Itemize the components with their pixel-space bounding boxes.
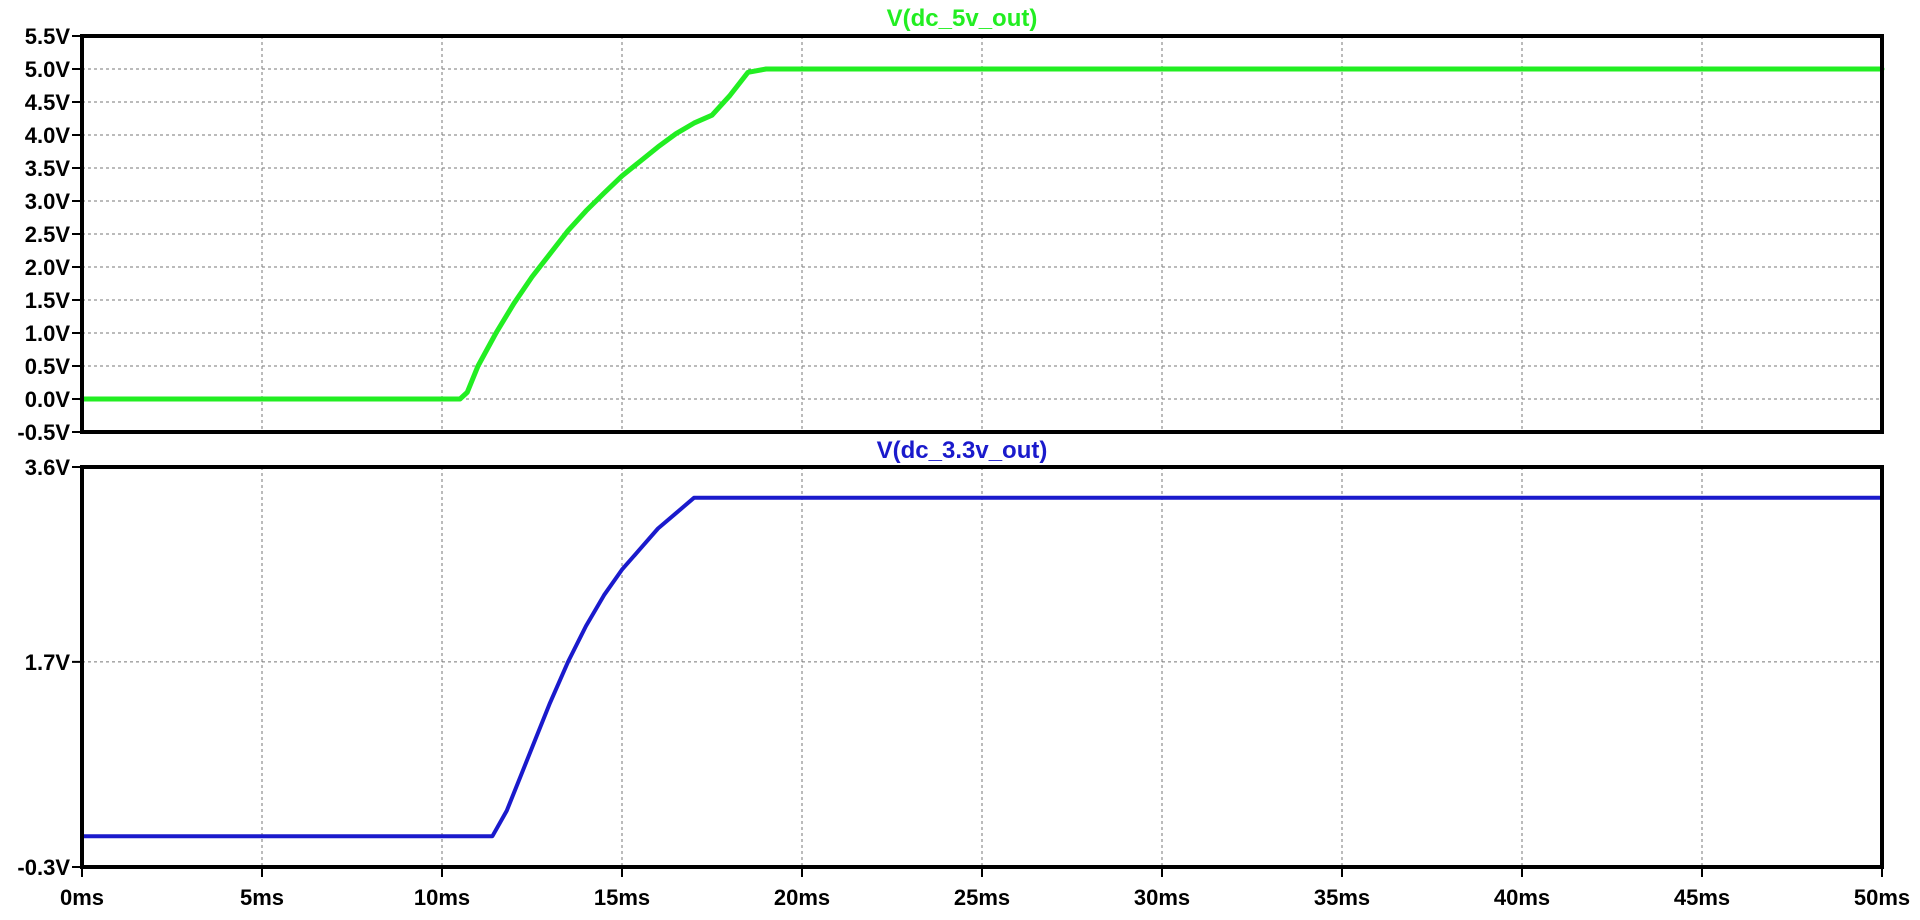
pane-3v3-output[interactable]: 3.6V 1.7V -0.3V 0ms 5ms 10ms 15ms 20ms 25ms 30ms… — [17, 437, 1910, 910]
y-tick-label: 2.0V — [25, 255, 71, 280]
y-tick-label: -0.3V — [17, 855, 70, 880]
y-tick-label: 5.0V — [25, 57, 71, 82]
y-tick-label: 1.7V — [25, 650, 71, 675]
x-tick-label: 45ms — [1674, 885, 1730, 910]
y-axis-ticks: 5.5V 5.0V 4.5V 4.0V 3.5V 3.0V 2.5V 2.0V 1.5V 1.0V… — [17, 24, 82, 445]
y-tick-label: 0.0V — [25, 387, 71, 412]
y-axis-ticks: 3.6V 1.7V -0.3V — [17, 455, 82, 880]
x-tick-label: 30ms — [1134, 885, 1190, 910]
pane-5v-output[interactable]: 5.5V 5.0V 4.5V 4.0V 3.5V 3.0V 2.5V 2.0V 1.5V 1.0V… — [17, 5, 1885, 445]
y-tick-label: 0.5V — [25, 354, 71, 379]
x-axis-ticks: 0ms 5ms 10ms 15ms 20ms 25ms 30ms 35ms 40ms 45ms 50… — [60, 867, 1910, 910]
y-tick-label: 5.5V — [25, 24, 71, 49]
trace-dc-3v3-out[interactable] — [80, 495, 1884, 839]
y-tick-label: 4.0V — [25, 123, 71, 148]
x-tick-label: 40ms — [1494, 885, 1550, 910]
y-tick-label: 4.5V — [25, 90, 71, 115]
trace-title-5v[interactable]: V(dc_5v_out) — [887, 5, 1038, 32]
x-tick-label: 5ms — [240, 885, 284, 910]
trace-title-3v3[interactable]: V(dc_3.3v_out) — [877, 437, 1048, 464]
x-tick-label: 10ms — [414, 885, 470, 910]
trace-dc-5v-out[interactable] — [79, 66, 1885, 402]
y-tick-label: -0.5V — [17, 420, 70, 445]
y-tick-label: 3.5V — [25, 156, 71, 181]
x-tick-label: 15ms — [594, 885, 650, 910]
x-tick-label: 20ms — [774, 885, 830, 910]
x-tick-label: 50ms — [1854, 885, 1910, 910]
x-tick-label: 0ms — [60, 885, 104, 910]
y-tick-label: 1.0V — [25, 321, 71, 346]
y-tick-label: 3.0V — [25, 189, 71, 214]
y-tick-label: 1.5V — [25, 288, 71, 313]
x-tick-label: 35ms — [1314, 885, 1370, 910]
y-tick-label: 2.5V — [25, 222, 71, 247]
x-tick-label: 25ms — [954, 885, 1010, 910]
grid-lines — [82, 467, 1882, 867]
y-tick-label: 3.6V — [25, 455, 71, 480]
